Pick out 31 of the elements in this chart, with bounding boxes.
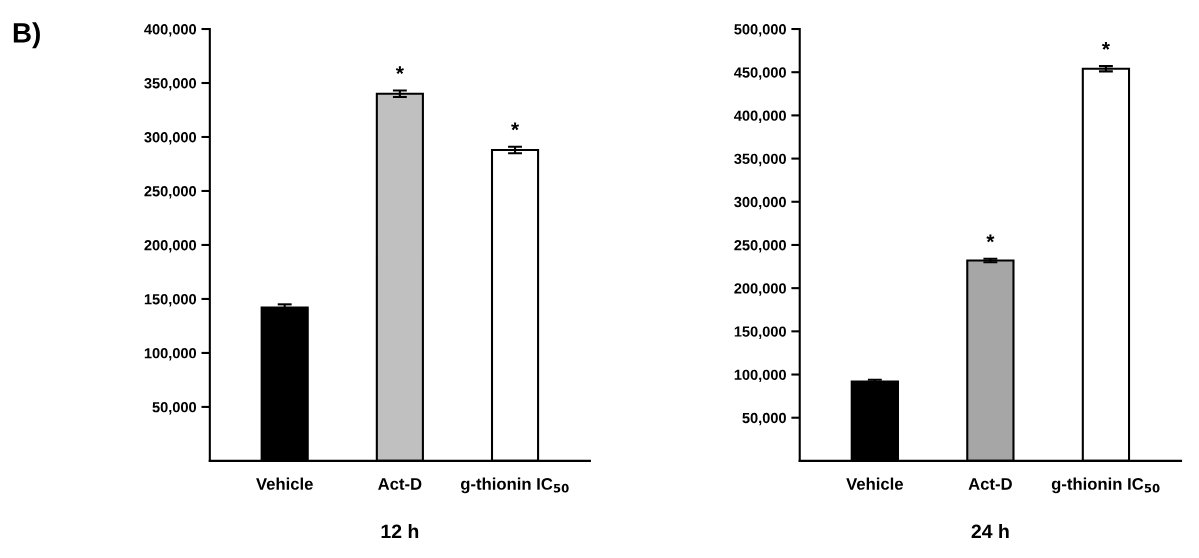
- y-tick-label: 250,000: [144, 186, 197, 199]
- x-axis-title: 12 h: [381, 523, 419, 539]
- x-tick-label: g-thionin IC$_{50}$: [460, 477, 569, 494]
- y-tick-label: 300,000: [144, 132, 197, 145]
- annotation: *: [511, 122, 520, 131]
- x-tick-label: Vehicle: [846, 477, 903, 490]
- y-tick-label: 200,000: [734, 283, 786, 296]
- y-tick-label: 300,000: [734, 196, 786, 210]
- annotation: *: [1101, 41, 1110, 50]
- y-tick-label: 250,000: [734, 240, 786, 253]
- y-tick-label: 100,000: [144, 348, 197, 361]
- y-tick-label: 400,000: [144, 24, 197, 37]
- y-tick-label: 50,000: [742, 412, 786, 426]
- text: B): [13, 22, 40, 49]
- y-tick-label: 50,000: [152, 402, 197, 415]
- y-tick-label: 150,000: [144, 294, 197, 307]
- y-tick-label: 350,000: [734, 153, 786, 167]
- x-axis-title: 24 h: [971, 523, 1009, 539]
- x-tick-label: g-thionin IC$_{50}$: [1051, 477, 1160, 494]
- y-tick-label: 350,000: [144, 78, 197, 91]
- annotation: *: [986, 234, 995, 243]
- y-tick-label: 500,000: [734, 24, 786, 37]
- y-tick-label: 400,000: [734, 110, 786, 123]
- y-tick-label: 100,000: [734, 369, 786, 383]
- x-tick-label: Vehicle: [256, 477, 313, 490]
- x-tick-label: Act-D: [968, 478, 1012, 490]
- y-tick-label: 200,000: [144, 240, 197, 253]
- y-tick-label: 150,000: [734, 326, 786, 339]
- annotation: *: [395, 66, 404, 75]
- x-tick-label: Act-D: [378, 478, 422, 490]
- y-tick-label: 450,000: [734, 67, 786, 80]
